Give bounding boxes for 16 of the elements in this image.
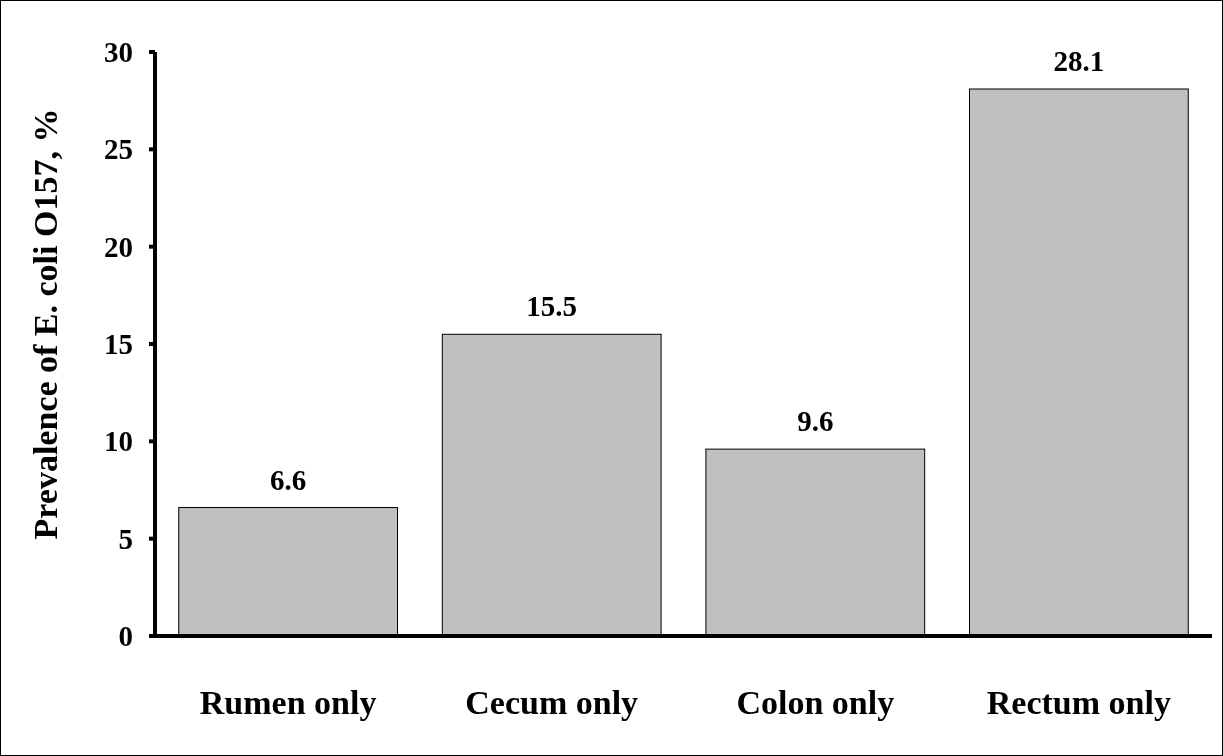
y-tick-label: 15: [104, 328, 133, 361]
y-tick-label: 30: [104, 36, 133, 69]
y-axis-title: Prevalence of E. coli O157, %: [27, 108, 64, 540]
y-tick-label: 25: [104, 133, 133, 166]
y-tick-label: 0: [118, 620, 133, 653]
data-label: 28.1: [1053, 44, 1105, 77]
x-tick-label: Rectum only: [986, 684, 1171, 721]
data-label: 6.6: [269, 463, 307, 496]
y-tick-label: 20: [104, 230, 133, 263]
x-tick-label: Colon only: [736, 684, 895, 721]
x-tick-label: Rumen only: [199, 684, 377, 721]
y-tick-label: 10: [104, 425, 133, 458]
y-tick-label: 5: [118, 522, 133, 555]
x-tick-label: Cecum only: [465, 684, 639, 721]
data-label: 15.5: [526, 290, 578, 323]
data-label: 9.6: [797, 405, 834, 438]
